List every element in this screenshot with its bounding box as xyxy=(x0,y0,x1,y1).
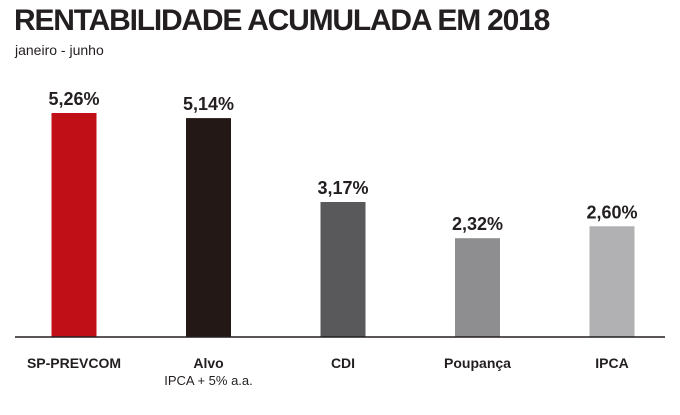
category-label-poupanca: Poupança xyxy=(444,355,511,371)
value-label-cdi: 3,17% xyxy=(317,178,368,198)
chart-subtitle: janeiro - junho xyxy=(15,42,104,58)
bar-cdi xyxy=(320,202,366,337)
category-label-sp-prevcom: SP-PREVCOM xyxy=(27,355,121,371)
category-label-alvo: Alvo xyxy=(193,355,223,371)
bar-sp-prevcom xyxy=(51,113,97,337)
category-sublabel-alvo: IPCA + 5% a.a. xyxy=(164,373,253,388)
value-label-poupanca: 2,32% xyxy=(452,214,503,234)
bar-ipca xyxy=(589,226,635,337)
value-label-ipca: 2,60% xyxy=(586,202,637,222)
chart-title: RENTABILIDADE ACUMULADA EM 2018 xyxy=(14,4,550,37)
value-label-sp-prevcom: 5,26% xyxy=(48,89,99,109)
bar-poupanca xyxy=(455,238,500,337)
category-label-cdi: CDI xyxy=(331,355,355,371)
category-label-ipca: IPCA xyxy=(595,355,628,371)
value-label-alvo: 5,14% xyxy=(183,94,234,114)
bar-alvo xyxy=(186,118,231,338)
